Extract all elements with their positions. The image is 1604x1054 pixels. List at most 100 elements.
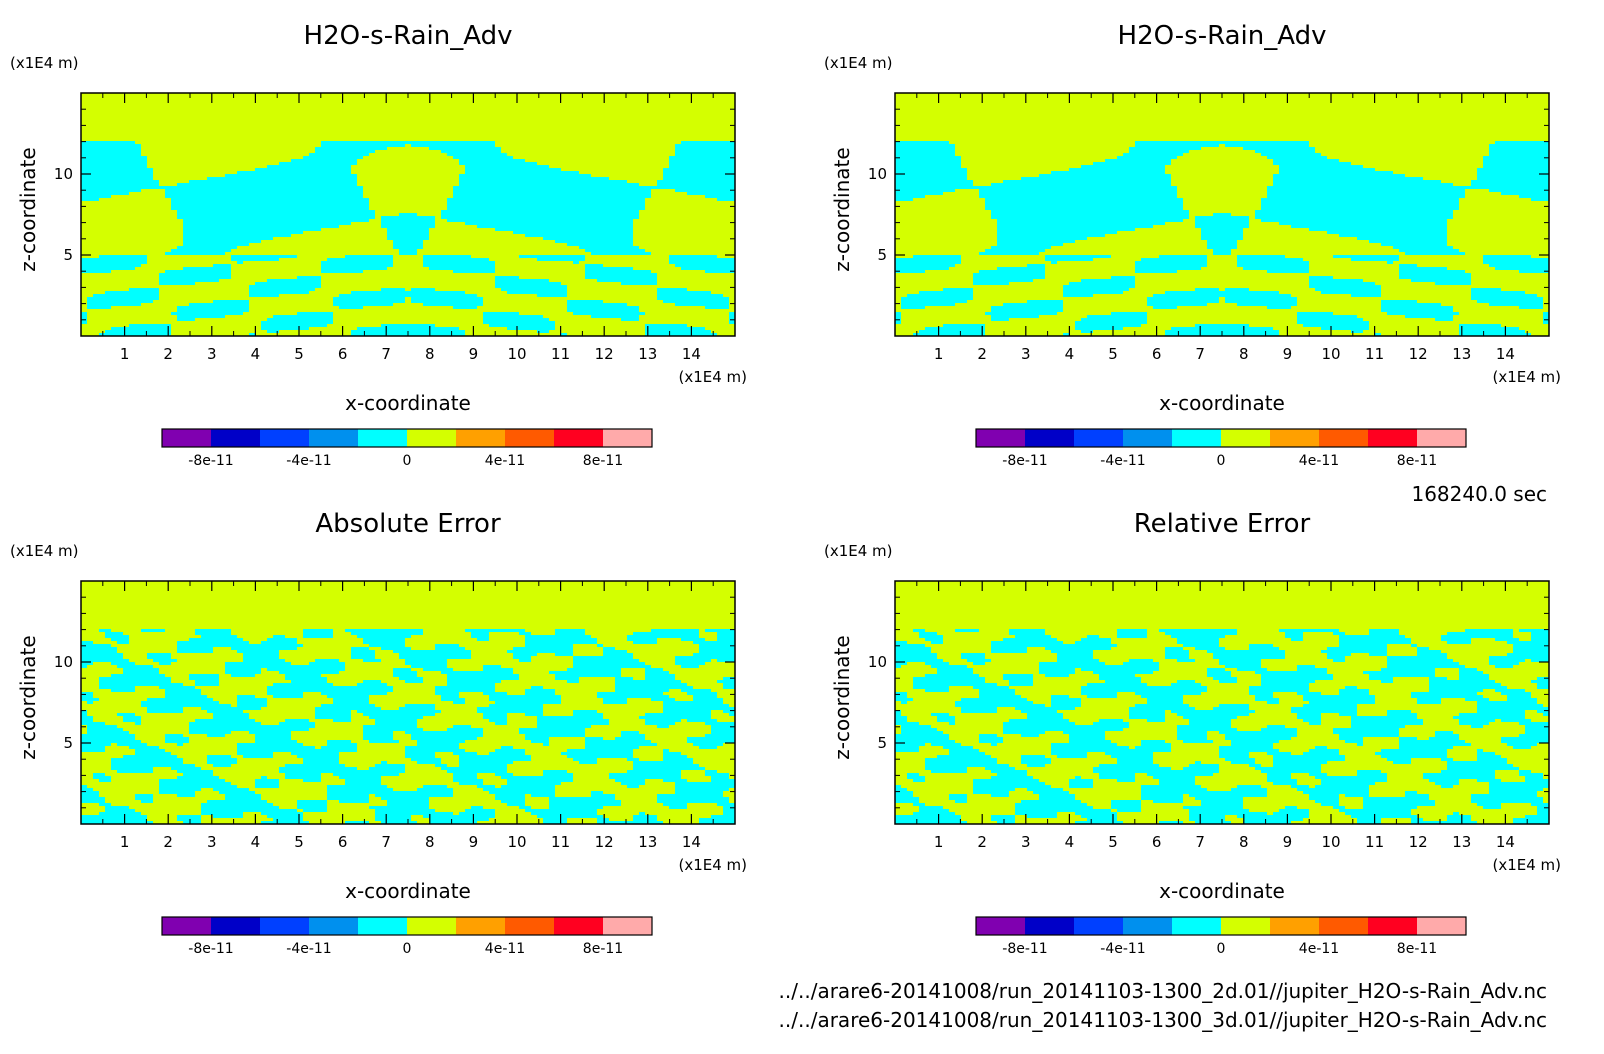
x-tick-label: 13 — [1452, 833, 1471, 851]
x-axis-label: x-coordinate — [345, 879, 471, 903]
colorbar-frame — [975, 916, 1467, 936]
colorbar-segment — [162, 429, 211, 447]
y-axis-label: z-coordinate — [830, 147, 854, 271]
x-tick-label: 2 — [163, 345, 173, 363]
x-tick-label: 14 — [682, 833, 701, 851]
x-tick-label: 5 — [1108, 345, 1118, 363]
x-tick-label: 1 — [120, 345, 130, 363]
x-tick-label: 3 — [1021, 345, 1031, 363]
colorbar-segment — [1368, 917, 1417, 935]
colorbar: -8e-11 -4e-11 0 4e-11 8e-11 — [161, 428, 653, 469]
x-tick-label: 13 — [638, 345, 657, 363]
x-tick-label: 10 — [1321, 833, 1340, 851]
colorbar-frame — [161, 428, 653, 448]
x-tick-label: 12 — [595, 833, 614, 851]
x-tick-label: 7 — [1195, 833, 1205, 851]
colorbar-segment — [1172, 429, 1221, 447]
colorbar-segment — [260, 917, 309, 935]
colorbar-label: -4e-11 — [286, 453, 331, 469]
colorbar-segment — [1172, 917, 1221, 935]
x-tick-label: 6 — [338, 833, 348, 851]
x-tick-label: 8 — [1239, 345, 1249, 363]
panel-2: H2O-s-Rain_Adv(x1E4 m)1 2 3 4 5 6 7 8 9 10 11 12 13 1… — [824, 21, 1561, 469]
colorbar-segment — [309, 917, 358, 935]
y-unit-label: (x1E4 m) — [824, 542, 893, 560]
x-tick-label: 4 — [251, 833, 261, 851]
colorbar-segment — [1025, 917, 1074, 935]
colorbar-segment — [603, 917, 652, 935]
x-tick-label: 1 — [120, 833, 130, 851]
x-tick-label: 8 — [425, 833, 435, 851]
colorbar-segment — [456, 917, 505, 935]
colorbar-segment — [1319, 429, 1368, 447]
colorbar-segment — [505, 917, 554, 935]
x-unit-label: (x1E4 m) — [1492, 368, 1561, 386]
x-tick-label: 6 — [1152, 345, 1162, 363]
colorbar-segment — [505, 429, 554, 447]
x-axis-label: x-coordinate — [1159, 879, 1285, 903]
x-axis-label: x-coordinate — [1159, 391, 1285, 415]
colorbar-segment — [1123, 429, 1172, 447]
x-unit-label: (x1E4 m) — [1492, 856, 1561, 874]
colorbar-label: -4e-11 — [1100, 941, 1145, 957]
heatmap-cells — [81, 141, 735, 336]
colorbar-label: -8e-11 — [1002, 941, 1047, 957]
panel-4: Relative Error(x1E4 m)1 2 3 4 5 6 7 8 9 10 11 12 13 1… — [824, 509, 1561, 957]
colorbar-label: 0 — [1217, 453, 1226, 469]
colorbar-label: 0 — [403, 941, 412, 957]
x-tick-label: 2 — [163, 833, 173, 851]
y-tick-label: 10 — [868, 653, 887, 671]
x-tick-label: 13 — [1452, 345, 1471, 363]
x-tick-label: 14 — [1496, 833, 1515, 851]
colorbar-segment — [603, 429, 652, 447]
x-tick-label: 9 — [469, 833, 479, 851]
x-tick-label: 3 — [207, 833, 217, 851]
x-tick-label: 4 — [1065, 345, 1075, 363]
colorbar-segment — [309, 429, 358, 447]
y-tick-label: 10 — [868, 165, 887, 183]
colorbar-segment — [976, 917, 1025, 935]
x-tick-label: 2 — [977, 833, 987, 851]
colorbar: -8e-11 -4e-11 0 4e-11 8e-11 — [161, 916, 653, 957]
y-unit-label: (x1E4 m) — [10, 54, 79, 72]
x-tick-label: 10 — [507, 345, 526, 363]
colorbar-segment — [211, 917, 260, 935]
colorbar-label: 8e-11 — [1397, 453, 1437, 469]
x-tick-label: 3 — [207, 345, 217, 363]
x-tick-label: 6 — [1152, 833, 1162, 851]
x-tick-label: 4 — [251, 345, 261, 363]
x-tick-label: 7 — [381, 345, 391, 363]
colorbar-segment — [358, 429, 407, 447]
colorbar-segment — [1270, 429, 1319, 447]
colorbar-segment — [1123, 917, 1172, 935]
colorbar-segment — [211, 429, 260, 447]
x-tick-label: 4 — [1065, 833, 1075, 851]
colorbar-segment — [1221, 429, 1270, 447]
x-tick-label: 11 — [1365, 833, 1384, 851]
file-path-2d: ../../arare6-20141008/run_20141103-1300_… — [779, 979, 1547, 1003]
x-tick-label: 13 — [638, 833, 657, 851]
x-axis-label: x-coordinate — [345, 391, 471, 415]
x-unit-label: (x1E4 m) — [678, 856, 747, 874]
heatmap-cells — [895, 141, 1549, 336]
colorbar-segment — [1221, 917, 1270, 935]
colorbar-label: 8e-11 — [583, 941, 623, 957]
x-tick-label: 9 — [469, 345, 479, 363]
x-tick-label: 5 — [1108, 833, 1118, 851]
colorbar-label: 4e-11 — [1299, 941, 1339, 957]
colorbar-segment — [1417, 917, 1466, 935]
panel-title: H2O-s-Rain_Adv — [304, 21, 513, 51]
x-tick-label: 11 — [551, 345, 570, 363]
colorbar-label: -4e-11 — [1100, 453, 1145, 469]
y-tick-label: 10 — [54, 165, 73, 183]
colorbar-label: -8e-11 — [188, 453, 233, 469]
colorbar-label: -4e-11 — [286, 941, 331, 957]
colorbar-label: 8e-11 — [583, 453, 623, 469]
colorbar-segment — [1074, 917, 1123, 935]
colorbar-segment — [554, 429, 603, 447]
x-tick-label: 7 — [381, 833, 391, 851]
colorbar-label: 4e-11 — [485, 941, 525, 957]
colorbar-segment — [456, 429, 505, 447]
colorbar-label: 4e-11 — [485, 453, 525, 469]
colorbar-label: -8e-11 — [188, 941, 233, 957]
